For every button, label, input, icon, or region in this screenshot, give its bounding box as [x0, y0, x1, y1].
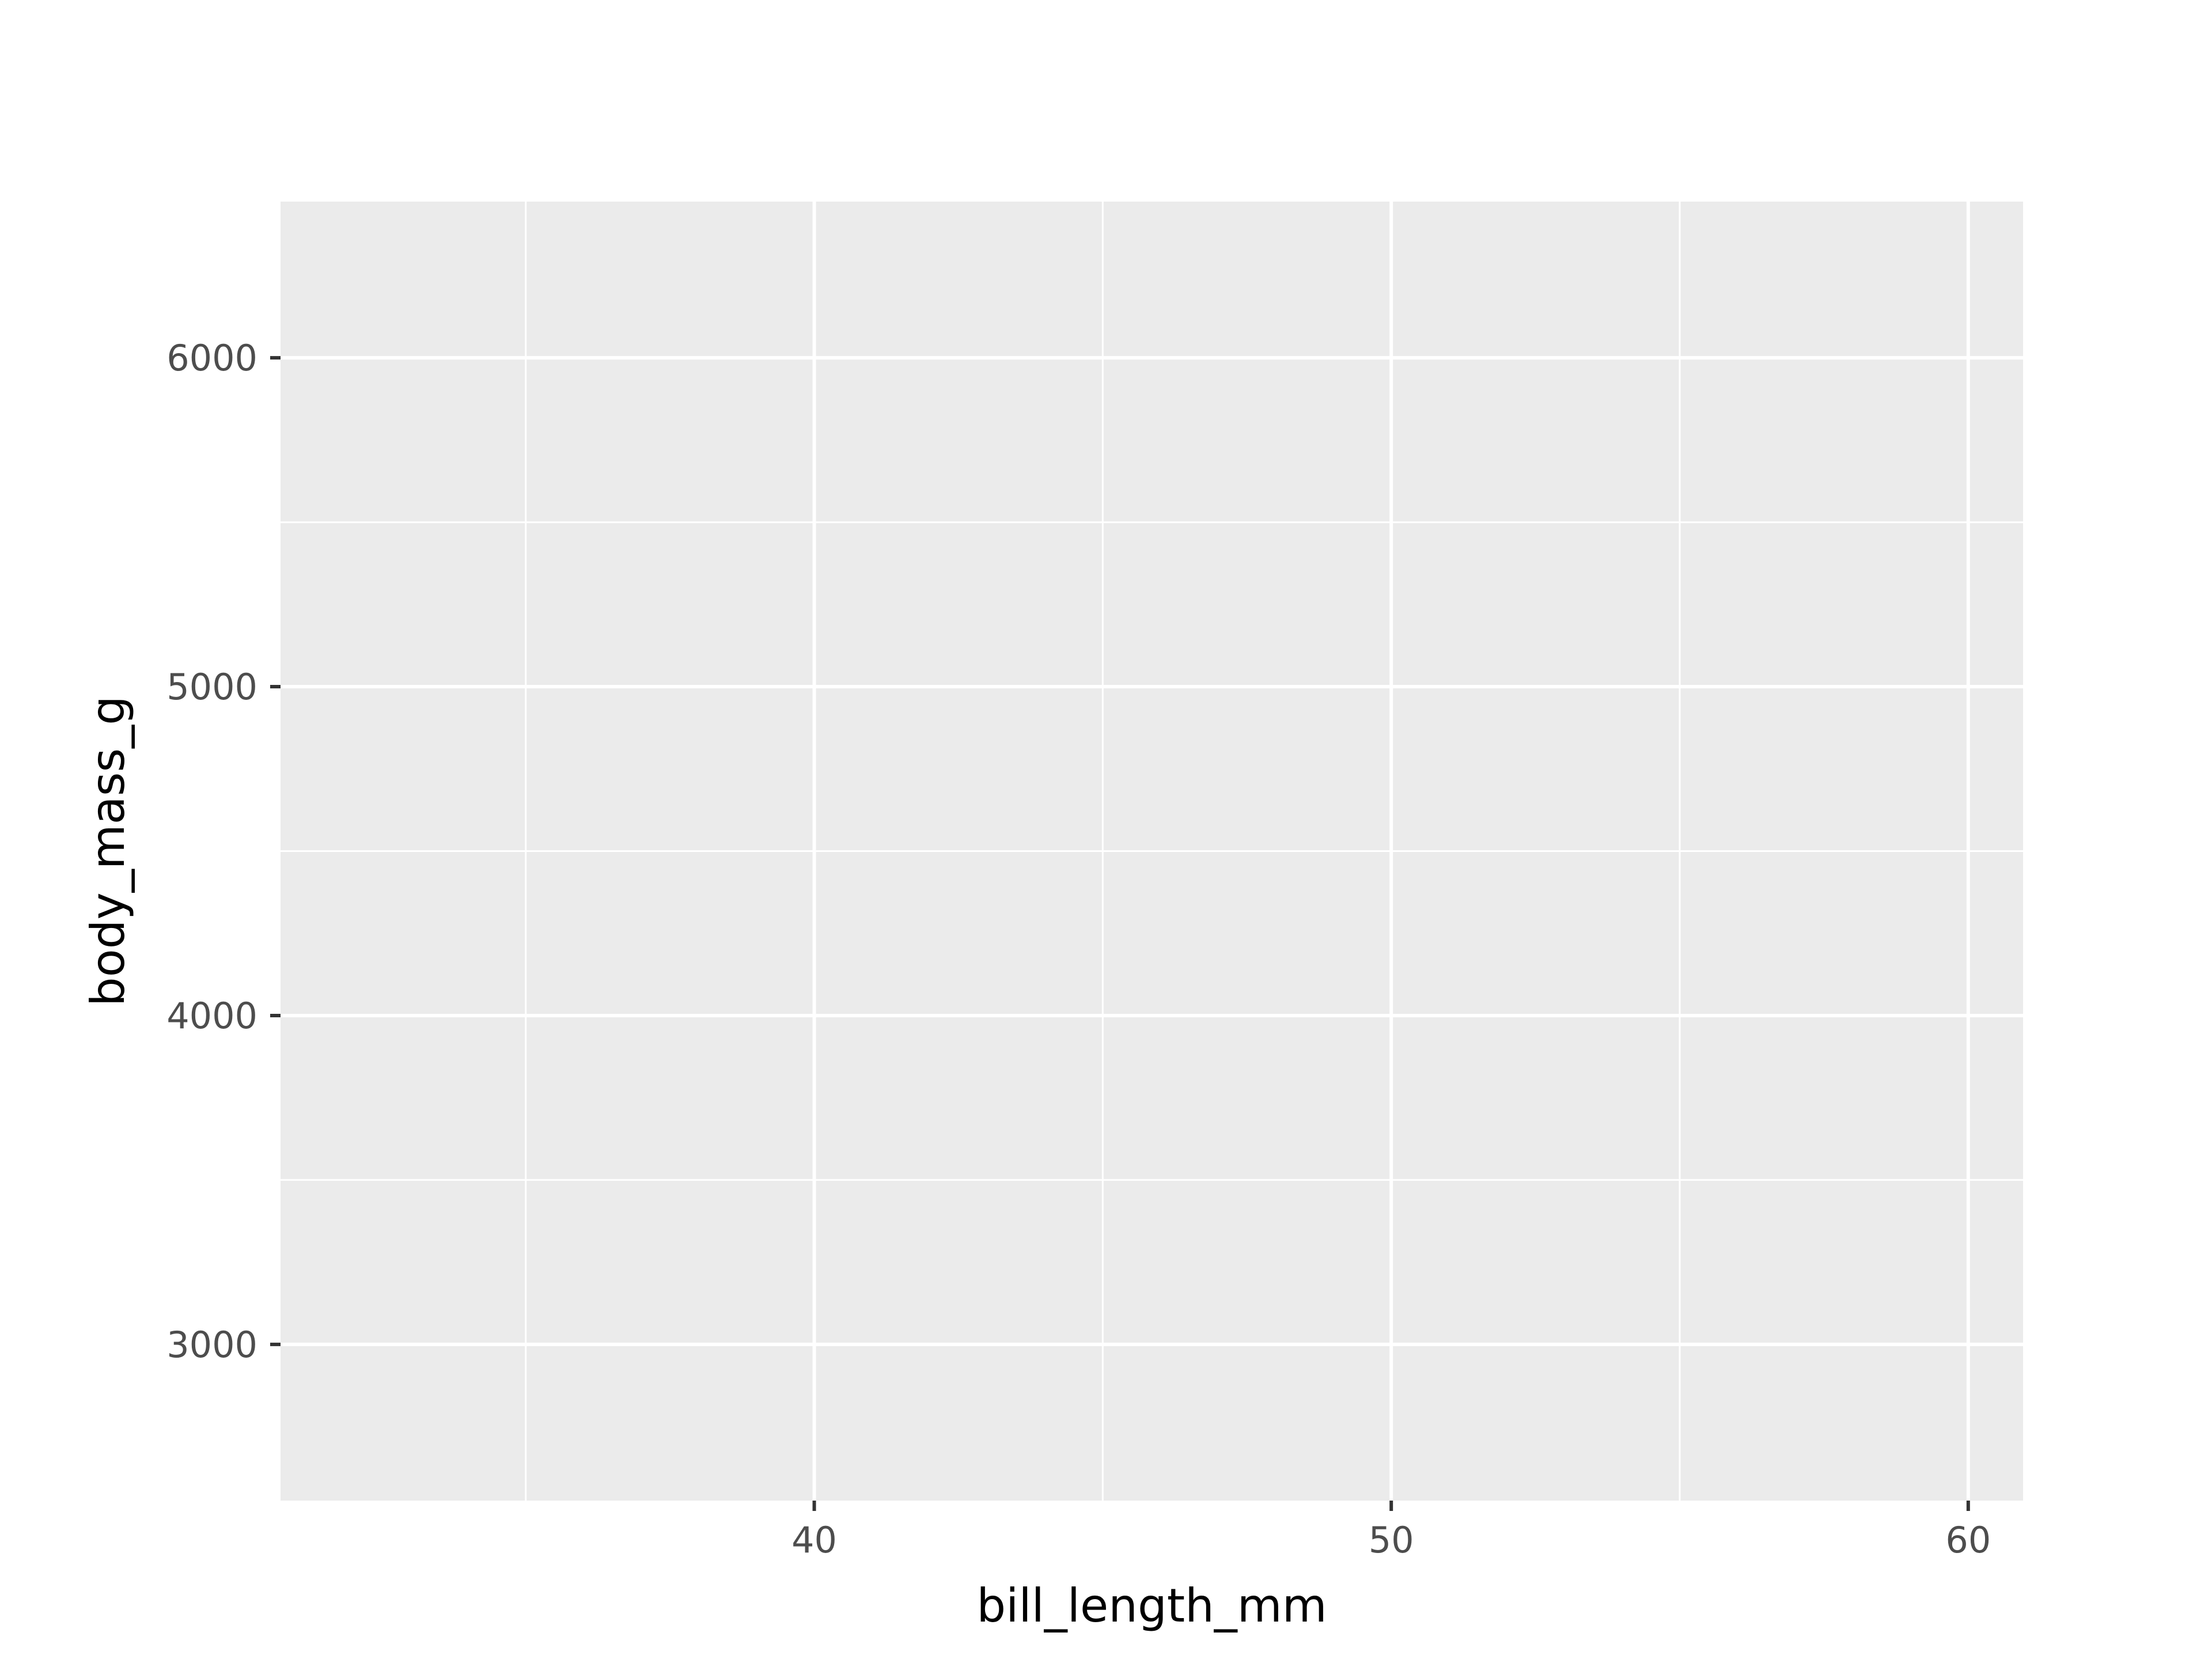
- y-axis-ticks: 3000 4000 5000 6000: [166, 337, 281, 1366]
- x-axis-title: bill_length_mm: [976, 1579, 1327, 1633]
- y-tick-label: 3000: [166, 1324, 257, 1366]
- x-tick-label: 50: [1369, 1519, 1414, 1561]
- x-tick-label: 60: [1945, 1519, 1991, 1561]
- major-grid: [281, 202, 2023, 1501]
- y-axis-title: body_mass_g: [81, 696, 135, 1006]
- y-tick-label: 5000: [166, 666, 257, 708]
- y-tick-label: 6000: [166, 337, 257, 379]
- x-axis-ticks: 40 50 60: [791, 1501, 1991, 1561]
- y-tick-label: 4000: [166, 995, 257, 1037]
- x-tick-label: 40: [791, 1519, 837, 1561]
- minor-grid: [281, 202, 2023, 1501]
